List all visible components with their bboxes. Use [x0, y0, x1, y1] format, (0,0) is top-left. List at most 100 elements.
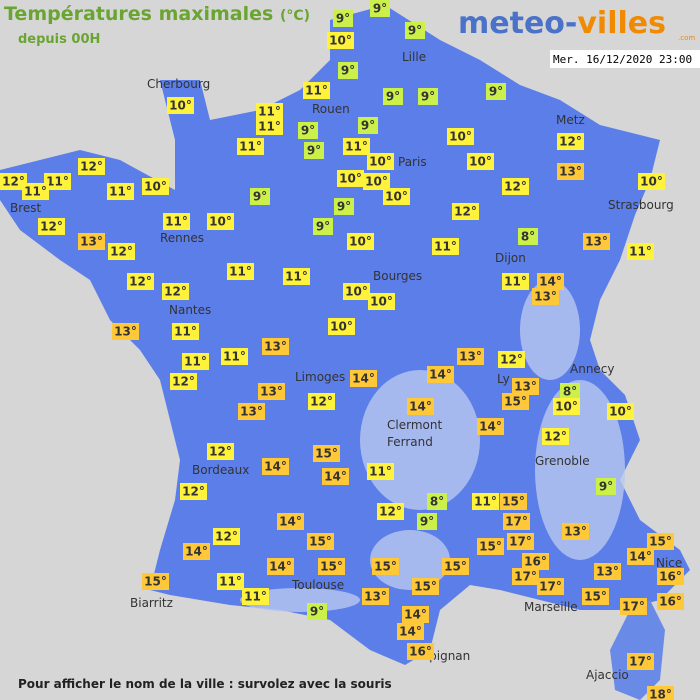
city-name: Toulouse: [291, 578, 344, 592]
temperature-value: 15°: [320, 560, 343, 574]
temperature-value: 8°: [521, 230, 535, 244]
temperature-box: [467, 153, 494, 170]
temperature-value: 11°: [369, 465, 392, 479]
temperature-label: 13°: [594, 563, 621, 580]
temperature-box: [457, 348, 484, 365]
temperature-label: 17°: [620, 598, 647, 615]
temperature-label: 13°: [258, 383, 285, 400]
temperature-label: 11°: [217, 573, 244, 590]
temperature-label: 9°: [486, 83, 506, 100]
temperature-box: [242, 588, 269, 605]
subtitle: depuis 00H: [18, 32, 100, 47]
temperature-label: 10°: [383, 188, 410, 205]
city-name: Strasbourg: [608, 198, 674, 212]
temperature-box: [277, 513, 304, 530]
temperature-value: 11°: [629, 245, 652, 259]
temperature-value: 13°: [114, 325, 137, 339]
temperature-label: 17°: [512, 568, 539, 585]
city-name: Bourges: [373, 269, 422, 283]
temperature-value: 10°: [369, 155, 392, 169]
temperature-value: 14°: [539, 275, 562, 289]
temperature-label: 14°: [427, 366, 454, 383]
temperature-label: 10°: [343, 283, 370, 300]
temperature-label: 12°: [180, 483, 207, 500]
temperature-box: [327, 32, 354, 49]
temperature-value: 10°: [469, 155, 492, 169]
temperature-box: [522, 553, 549, 570]
temperature-value: 14°: [269, 560, 292, 574]
temperature-label: 15°: [412, 578, 439, 595]
temperature-label: 17°: [503, 513, 530, 530]
temperature-value: 10°: [329, 34, 352, 48]
temperature-value: 10°: [144, 180, 167, 194]
temperature-box: [582, 588, 609, 605]
temperature-box: [142, 178, 169, 195]
temperature-value: 14°: [404, 608, 427, 622]
temperature-label: 11°: [163, 213, 190, 230]
temperature-box: [607, 403, 634, 420]
temperature-value: 13°: [260, 385, 283, 399]
temperature-value: 13°: [596, 565, 619, 579]
temperature-value: 9°: [408, 24, 422, 38]
temperature-value: 10°: [169, 99, 192, 113]
temperature-box: [427, 366, 454, 383]
temperature-value: 11°: [305, 84, 328, 98]
temperature-box: [594, 563, 621, 580]
temperature-box: [560, 383, 580, 400]
temperature-label: 11°: [242, 588, 269, 605]
temperature-label: 14°: [407, 398, 434, 415]
temperature-value: 18°: [649, 688, 672, 700]
logo-suffix: .com: [678, 34, 695, 42]
temperature-label: 11°: [472, 493, 499, 510]
temperature-label: 13°: [583, 233, 610, 250]
temperature-box: [207, 213, 234, 230]
temperature-value: 11°: [165, 215, 188, 229]
temperature-label: 11°: [107, 183, 134, 200]
temperature-box: [518, 228, 538, 245]
timestamp: Mer. 16/12/2020 23:00: [553, 53, 692, 66]
timestamp-box: [550, 50, 700, 68]
temperature-label: 11°: [227, 263, 254, 280]
temperature-box: [227, 263, 254, 280]
temperature-label: 15°: [442, 558, 469, 575]
temperature-value: 13°: [240, 405, 263, 419]
temperature-label: 13°: [532, 288, 559, 305]
temperature-box: [307, 603, 327, 620]
temperature-label: 10°: [447, 128, 474, 145]
temperature-value: 12°: [80, 160, 103, 174]
temperature-value: 13°: [534, 290, 557, 304]
temperature-box: [170, 373, 197, 390]
temperature-label: 9°: [405, 22, 425, 39]
footer: Pour afficher le nom de la ville : survo…: [18, 677, 392, 691]
temperature-value: 9°: [489, 85, 503, 99]
temperature-box: [647, 686, 674, 700]
temperature-box: [442, 558, 469, 575]
temperature-label: 17°: [507, 533, 534, 550]
temperature-value: 11°: [46, 175, 69, 189]
logo: meteo-villes: [458, 6, 666, 41]
temperature-value: 11°: [244, 590, 267, 604]
temperature-label: 15°: [502, 393, 529, 410]
temperature-value: 12°: [182, 485, 205, 499]
temperature-box: [347, 233, 374, 250]
temperature-value: 15°: [309, 535, 332, 549]
temperature-value: 15°: [144, 575, 167, 589]
temperature-value: 11°: [229, 265, 252, 279]
temperature-box: [562, 523, 589, 540]
temperature-label: 14°: [262, 458, 289, 475]
temperature-value: 10°: [555, 400, 578, 414]
temperature-value: 14°: [352, 372, 375, 386]
temperature-label: 10°: [327, 32, 354, 49]
temperature-value: 16°: [659, 570, 682, 584]
temperature-label: 11°: [44, 173, 71, 190]
temperature-box: [432, 238, 459, 255]
city-name: Rouen: [312, 102, 350, 116]
temperature-box: [477, 418, 504, 435]
temperature-box: [237, 138, 264, 155]
temperature-box: [250, 188, 270, 205]
temperature-value: 11°: [345, 140, 368, 154]
temperature-label: 13°: [562, 523, 589, 540]
temperature-box: [596, 478, 616, 495]
temperature-label: 9°: [358, 117, 378, 134]
temperature-label: 9°: [298, 122, 318, 139]
